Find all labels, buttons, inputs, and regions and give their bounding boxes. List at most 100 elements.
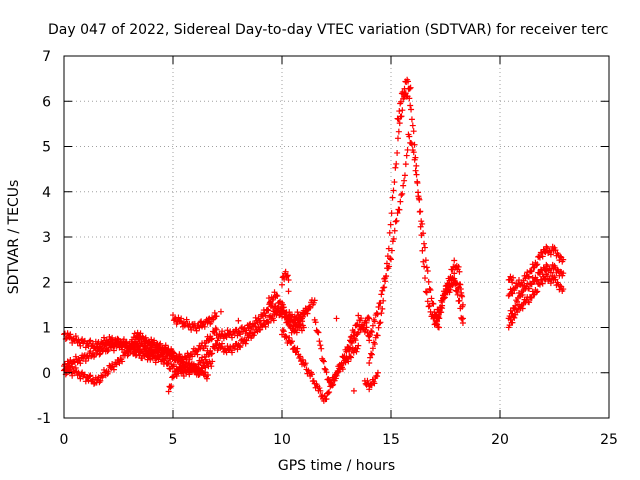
- data-point-marker: [299, 318, 306, 325]
- data-point-marker: [199, 354, 206, 361]
- series-track-16: [366, 131, 442, 344]
- data-point-marker: [526, 273, 533, 280]
- data-point-marker: [420, 230, 427, 237]
- data-point-marker: [100, 342, 107, 349]
- grid-lines: [64, 56, 609, 418]
- data-point-marker: [293, 348, 300, 355]
- data-point-marker: [134, 346, 141, 353]
- data-point-marker: [388, 210, 395, 217]
- data-point-marker: [422, 275, 429, 282]
- data-point-marker: [306, 303, 313, 310]
- data-point-marker: [528, 268, 535, 275]
- data-point-marker: [374, 373, 381, 380]
- data-point-marker: [377, 299, 384, 306]
- data-point-marker: [399, 190, 406, 197]
- y-tick-label: 4: [42, 185, 51, 201]
- data-point-marker: [280, 328, 287, 335]
- data-point-marker: [317, 342, 324, 349]
- data-point-marker: [536, 281, 543, 288]
- data-point-marker: [355, 312, 362, 319]
- data-point-marker: [435, 324, 442, 331]
- data-point-marker: [394, 149, 401, 156]
- data-point-marker: [348, 354, 355, 361]
- data-point-marker: [329, 382, 336, 389]
- data-point-marker: [82, 357, 89, 364]
- x-tick-label: 10: [273, 432, 291, 448]
- data-point-marker: [424, 268, 431, 275]
- series-track-8: [213, 297, 318, 356]
- series-track-22: [505, 261, 567, 322]
- data-point-marker: [383, 273, 390, 280]
- x-tick-label: 25: [600, 432, 618, 448]
- data-point-marker: [82, 378, 89, 385]
- data-point-marker: [400, 182, 407, 189]
- data-point-marker: [131, 330, 138, 337]
- data-point-marker: [208, 351, 215, 358]
- data-point-marker: [158, 345, 165, 352]
- data-point-marker: [391, 227, 398, 234]
- data-point-marker: [279, 326, 286, 333]
- data-point-marker: [391, 179, 398, 186]
- data-point-marker: [183, 316, 190, 323]
- data-point-marker: [436, 309, 443, 316]
- data-point-marker: [205, 337, 212, 344]
- data-point-marker: [386, 229, 393, 236]
- data-point-marker: [514, 309, 521, 316]
- data-point-marker: [414, 180, 421, 187]
- data-point-marker: [90, 380, 97, 387]
- data-point-marker: [204, 319, 211, 326]
- data-point-marker: [369, 351, 376, 358]
- data-point-marker: [284, 273, 291, 280]
- data-point-marker: [157, 349, 164, 356]
- data-point-marker: [457, 305, 464, 312]
- data-point-marker: [312, 319, 319, 326]
- data-point-marker: [203, 375, 210, 382]
- data-point-marker: [373, 310, 380, 317]
- data-point-marker: [352, 337, 359, 344]
- data-point-marker: [100, 334, 107, 341]
- data-point-marker: [236, 342, 243, 349]
- data-point-marker: [320, 358, 327, 365]
- data-point-marker: [213, 313, 220, 320]
- data-point-marker: [419, 220, 426, 227]
- data-point-marker: [224, 343, 231, 350]
- data-point-marker: [96, 351, 103, 358]
- data-point-marker: [350, 387, 357, 394]
- data-point-marker: [378, 291, 385, 298]
- data-point-marker: [447, 283, 454, 290]
- data-point-marker: [371, 380, 378, 387]
- data-point-marker: [387, 255, 394, 262]
- data-point-marker: [148, 336, 155, 343]
- data-point-marker: [314, 328, 321, 335]
- data-point-marker: [418, 218, 425, 225]
- data-point-marker: [441, 290, 448, 297]
- data-point-marker: [87, 337, 94, 344]
- data-point-marker: [398, 113, 405, 120]
- data-point-marker: [542, 267, 549, 274]
- data-point-marker: [415, 193, 422, 200]
- data-point-marker: [408, 116, 415, 123]
- data-point-marker: [524, 269, 531, 276]
- data-point-marker: [424, 298, 431, 305]
- data-point-marker: [365, 314, 372, 321]
- data-point-marker: [294, 345, 301, 352]
- data-point-marker: [509, 279, 516, 286]
- data-point-marker: [394, 135, 401, 142]
- data-point-marker: [229, 334, 236, 341]
- data-point-marker: [374, 332, 381, 339]
- data-point-marker: [421, 240, 428, 247]
- data-point-marker: [363, 324, 370, 331]
- data-point-marker: [170, 361, 177, 368]
- data-point-marker: [264, 306, 271, 313]
- data-point-marker: [209, 350, 216, 357]
- data-point-marker: [397, 198, 404, 205]
- data-point-marker: [81, 371, 88, 378]
- data-point-marker: [451, 270, 458, 277]
- data-point-marker: [315, 329, 322, 336]
- data-point-marker: [152, 359, 159, 366]
- data-point-marker: [402, 161, 409, 168]
- data-point-marker: [86, 338, 93, 345]
- series-track-3: [61, 340, 220, 387]
- data-point-marker: [385, 245, 392, 252]
